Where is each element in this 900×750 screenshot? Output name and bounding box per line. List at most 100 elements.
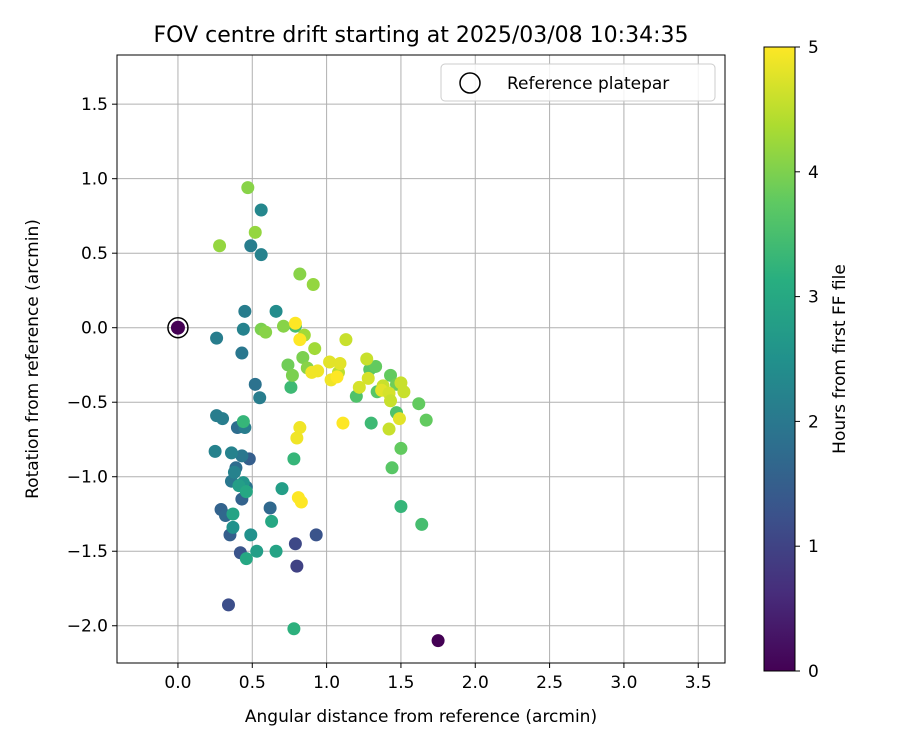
reference-ring [167, 316, 189, 339]
y-tick-label: −2.0 [67, 617, 108, 637]
data-point [213, 239, 227, 253]
legend-label: Reference platepar [507, 74, 669, 94]
x-tick-label: 2.0 [462, 673, 489, 693]
data-point [394, 441, 408, 455]
data-point [236, 415, 250, 429]
colorbar-tick-label: 1 [808, 537, 819, 557]
y-tick-label: −0.5 [67, 393, 108, 413]
data-point [431, 634, 445, 648]
data-point [238, 304, 252, 318]
data-point [369, 359, 383, 373]
y-tick-label: 0.5 [81, 244, 108, 264]
data-point [248, 377, 262, 391]
y-tick-label: 0.0 [81, 319, 108, 339]
data-point [293, 421, 307, 435]
data-point [244, 239, 258, 253]
data-point [227, 465, 241, 479]
data-point [360, 352, 374, 366]
data-point [364, 416, 378, 430]
data-point [392, 412, 406, 426]
data-point [293, 267, 307, 281]
data-point [241, 181, 255, 195]
data-point [287, 452, 301, 466]
data-point [269, 544, 283, 558]
reference-marker [167, 316, 189, 339]
data-point [244, 528, 258, 542]
data-point [250, 544, 264, 558]
x-tick-label: 1.0 [313, 673, 340, 693]
data-point [281, 358, 295, 372]
data-point [265, 514, 279, 528]
chart-title: FOV centre drift starting at 2025/03/08 … [154, 23, 689, 48]
x-tick-label: 3.0 [610, 673, 637, 693]
data-point [235, 346, 249, 360]
grid-lines [117, 55, 725, 663]
data-point [384, 394, 398, 408]
y-axis-label: Rotation from reference (arcmin) [23, 219, 43, 499]
plot-frame [116, 54, 726, 664]
data-point [253, 391, 267, 405]
y-tick-label: 1.5 [81, 95, 108, 115]
data-point [323, 355, 337, 369]
data-point [269, 304, 283, 318]
y-tick-label: −1.5 [67, 542, 108, 562]
x-axis-ticks: 0.0 0.5 1.0 1.5 2.0 2.5 3.0 3.5 [164, 663, 712, 693]
data-point [254, 203, 268, 217]
data-point [419, 413, 433, 427]
data-point [352, 380, 366, 394]
colorbar-tick-label: 0 [808, 662, 819, 682]
x-tick-label: 0.0 [164, 673, 191, 693]
data-point [226, 507, 240, 521]
x-tick-label: 2.5 [536, 673, 563, 693]
data-point [275, 482, 289, 496]
data-point [293, 333, 307, 347]
x-tick-label: 0.5 [239, 673, 266, 693]
colorbar-label: Hours from first FF file [830, 264, 850, 454]
data-point [216, 412, 230, 426]
data-point [263, 501, 277, 515]
data-point [221, 598, 235, 612]
data-point [224, 446, 238, 460]
data-point [226, 520, 240, 534]
data-point [290, 559, 304, 573]
data-point [239, 485, 253, 499]
data-point [306, 277, 320, 291]
data-point [361, 371, 375, 385]
data-point [333, 356, 347, 370]
data-point [308, 342, 322, 356]
data-point [296, 351, 310, 365]
data-point [339, 333, 353, 347]
y-tick-label: 1.0 [81, 170, 108, 190]
legend-box [440, 63, 716, 102]
colorbar-ticks: 0 1 2 3 4 5 [795, 38, 819, 682]
colorbar-tick-label: 4 [808, 163, 819, 183]
data-point [330, 370, 344, 384]
data-point [288, 537, 302, 551]
data-point [208, 444, 222, 458]
y-tick-label: −1.0 [67, 468, 108, 488]
x-axis-label: Angular distance from reference (arcmin) [245, 707, 597, 727]
data-point [285, 368, 299, 382]
data-point [239, 552, 253, 566]
data-point [415, 517, 429, 531]
data-point [394, 500, 408, 514]
data-point [248, 225, 262, 239]
data-point [394, 376, 408, 390]
data-point [336, 416, 350, 430]
data-point [287, 622, 301, 636]
data-point [309, 528, 323, 542]
data-point [259, 325, 273, 339]
data-points [208, 181, 445, 648]
colorbar-tick-label: 5 [808, 38, 819, 58]
reference-point [170, 320, 185, 335]
data-point [305, 365, 319, 379]
data-point [235, 449, 249, 463]
data-point [210, 331, 224, 345]
colorbar-tick-label: 3 [808, 288, 819, 308]
x-tick-label: 3.5 [685, 673, 712, 693]
x-tick-label: 1.5 [387, 673, 414, 693]
data-point [412, 397, 426, 411]
data-point [288, 316, 302, 330]
data-point [284, 380, 298, 394]
